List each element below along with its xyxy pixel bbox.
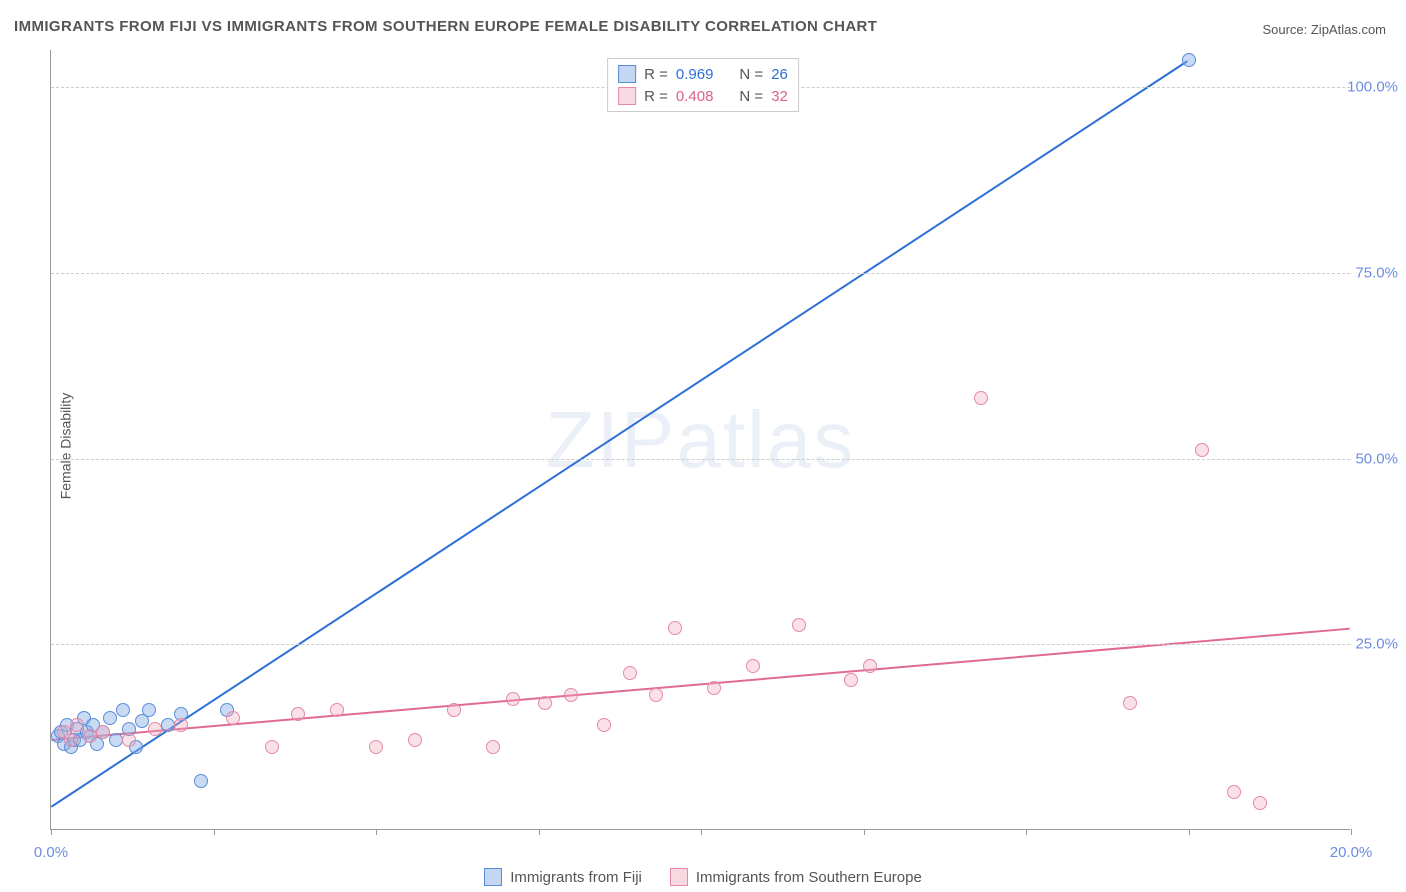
- data-point: [291, 707, 305, 721]
- data-point: [122, 733, 136, 747]
- data-point: [96, 725, 110, 739]
- regression-line: [51, 61, 1187, 807]
- x-tick: [701, 829, 702, 835]
- swatch-icon: [618, 87, 636, 105]
- y-tick-label: 100.0%: [1347, 79, 1398, 96]
- data-point: [564, 688, 578, 702]
- y-tick-label: 25.0%: [1355, 636, 1398, 653]
- data-point: [844, 673, 858, 687]
- n-value: 32: [771, 88, 788, 105]
- n-value: 26: [771, 66, 788, 83]
- r-label: R =: [644, 66, 668, 83]
- data-point: [1123, 696, 1137, 710]
- regression-lines-svg: [51, 50, 1350, 829]
- data-point: [597, 718, 611, 732]
- data-point: [506, 692, 520, 706]
- n-label: N =: [739, 88, 763, 105]
- gridline: [51, 459, 1350, 460]
- data-point: [142, 703, 156, 717]
- chart-title: IMMIGRANTS FROM FIJI VS IMMIGRANTS FROM …: [14, 18, 877, 35]
- data-point: [109, 733, 123, 747]
- data-point: [1227, 785, 1241, 799]
- x-tick-label: 20.0%: [1330, 844, 1373, 861]
- r-label: R =: [644, 88, 668, 105]
- data-point: [649, 688, 663, 702]
- y-tick-label: 50.0%: [1355, 450, 1398, 467]
- x-tick: [51, 829, 52, 835]
- data-point: [83, 729, 97, 743]
- data-point: [707, 681, 721, 695]
- x-tick: [1351, 829, 1352, 835]
- gridline: [51, 644, 1350, 645]
- x-tick: [539, 829, 540, 835]
- legend-label: Immigrants from Fiji: [510, 869, 642, 886]
- swatch-icon: [670, 868, 688, 886]
- data-point: [194, 774, 208, 788]
- data-point: [369, 740, 383, 754]
- correlation-legend: R = 0.969 N = 26 R = 0.408 N = 32: [607, 58, 799, 112]
- corr-row-seurope: R = 0.408 N = 32: [618, 85, 788, 107]
- data-point: [486, 740, 500, 754]
- data-point: [408, 733, 422, 747]
- data-point: [974, 391, 988, 405]
- x-tick: [1189, 829, 1190, 835]
- series-legend: Immigrants from Fiji Immigrants from Sou…: [0, 868, 1406, 886]
- scatter-plot: ZIPatlas 25.0%50.0%75.0%100.0%0.0%20.0%: [50, 50, 1350, 830]
- data-point: [792, 618, 806, 632]
- data-point: [863, 659, 877, 673]
- legend-item-seurope: Immigrants from Southern Europe: [670, 868, 922, 886]
- data-point: [746, 659, 760, 673]
- gridline: [51, 273, 1350, 274]
- corr-row-fiji: R = 0.969 N = 26: [618, 63, 788, 85]
- swatch-icon: [484, 868, 502, 886]
- data-point: [64, 733, 78, 747]
- data-point: [70, 718, 84, 732]
- x-tick-label: 0.0%: [34, 844, 68, 861]
- x-tick: [214, 829, 215, 835]
- x-tick: [864, 829, 865, 835]
- data-point: [1253, 796, 1267, 810]
- data-point: [226, 711, 240, 725]
- data-point: [265, 740, 279, 754]
- source-attribution: Source: ZipAtlas.com: [1262, 22, 1386, 37]
- data-point: [103, 711, 117, 725]
- data-point: [538, 696, 552, 710]
- n-label: N =: [739, 66, 763, 83]
- data-point: [148, 722, 162, 736]
- data-point: [330, 703, 344, 717]
- legend-item-fiji: Immigrants from Fiji: [484, 868, 642, 886]
- legend-label: Immigrants from Southern Europe: [696, 869, 922, 886]
- data-point: [1182, 53, 1196, 67]
- data-point: [447, 703, 461, 717]
- data-point: [1195, 443, 1209, 457]
- data-point: [623, 666, 637, 680]
- data-point: [116, 703, 130, 717]
- y-tick-label: 75.0%: [1355, 264, 1398, 281]
- data-point: [174, 718, 188, 732]
- x-tick: [376, 829, 377, 835]
- r-value: 0.408: [676, 88, 714, 105]
- swatch-icon: [618, 65, 636, 83]
- data-point: [161, 718, 175, 732]
- watermark-text: ZIPatlas: [546, 394, 855, 486]
- x-tick: [1026, 829, 1027, 835]
- data-point: [668, 621, 682, 635]
- r-value: 0.969: [676, 66, 714, 83]
- regression-line: [51, 629, 1349, 740]
